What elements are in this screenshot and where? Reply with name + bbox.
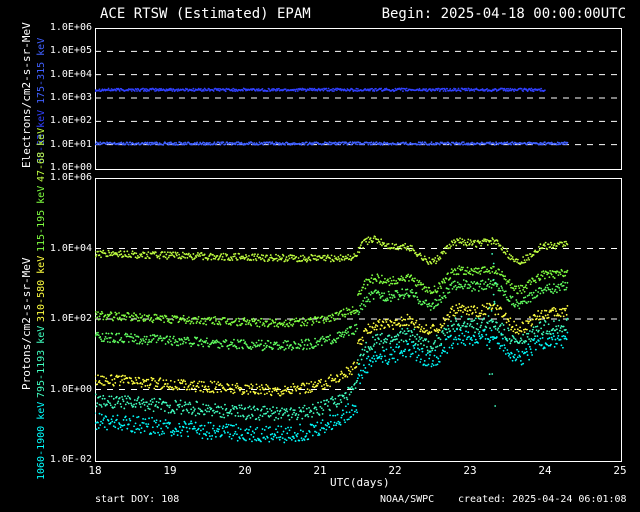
panel1-svg xyxy=(95,28,620,168)
x-axis-label: UTC(days) xyxy=(330,476,390,489)
panel2-energy-0: 1060-1900 keV xyxy=(36,402,47,480)
xtick-24: 24 xyxy=(538,464,551,477)
footer-created: created: 2025-04-24 06:01:08 xyxy=(458,494,627,505)
title-left: ACE RTSW (Estimated) EPAM xyxy=(100,6,311,22)
xtick-21: 21 xyxy=(313,464,326,477)
panel2-energy-2: 310-580 keV xyxy=(36,256,47,322)
xtick-25: 25 xyxy=(613,464,626,477)
xtick-22: 22 xyxy=(388,464,401,477)
panel1-ylabel: Electrons/cm2-s-sr-MeV xyxy=(20,22,33,168)
footer-start-doy: start DOY: 108 xyxy=(95,494,179,505)
xtick-19: 19 xyxy=(163,464,176,477)
panel2-energy-4: 47-68 keV xyxy=(36,128,47,182)
panel2-ylabel: Protons/cm2-s-sr-MeV xyxy=(20,258,33,390)
panel2-energy-1: 795-1193 keV xyxy=(36,326,47,398)
footer-center: NOAA/SWPC xyxy=(380,494,434,505)
title-right: Begin: 2025-04-18 00:00:00UTC xyxy=(382,6,626,22)
xtick-23: 23 xyxy=(463,464,476,477)
panel2-svg xyxy=(95,178,620,460)
panel2-energy-3: 115-195 keV xyxy=(36,186,47,252)
xtick-20: 20 xyxy=(238,464,251,477)
panel1-energy-1: 175-315 keV xyxy=(36,38,47,104)
panel1-ytick-6: 1.0E+06 xyxy=(37,22,92,33)
xtick-18: 18 xyxy=(88,464,101,477)
